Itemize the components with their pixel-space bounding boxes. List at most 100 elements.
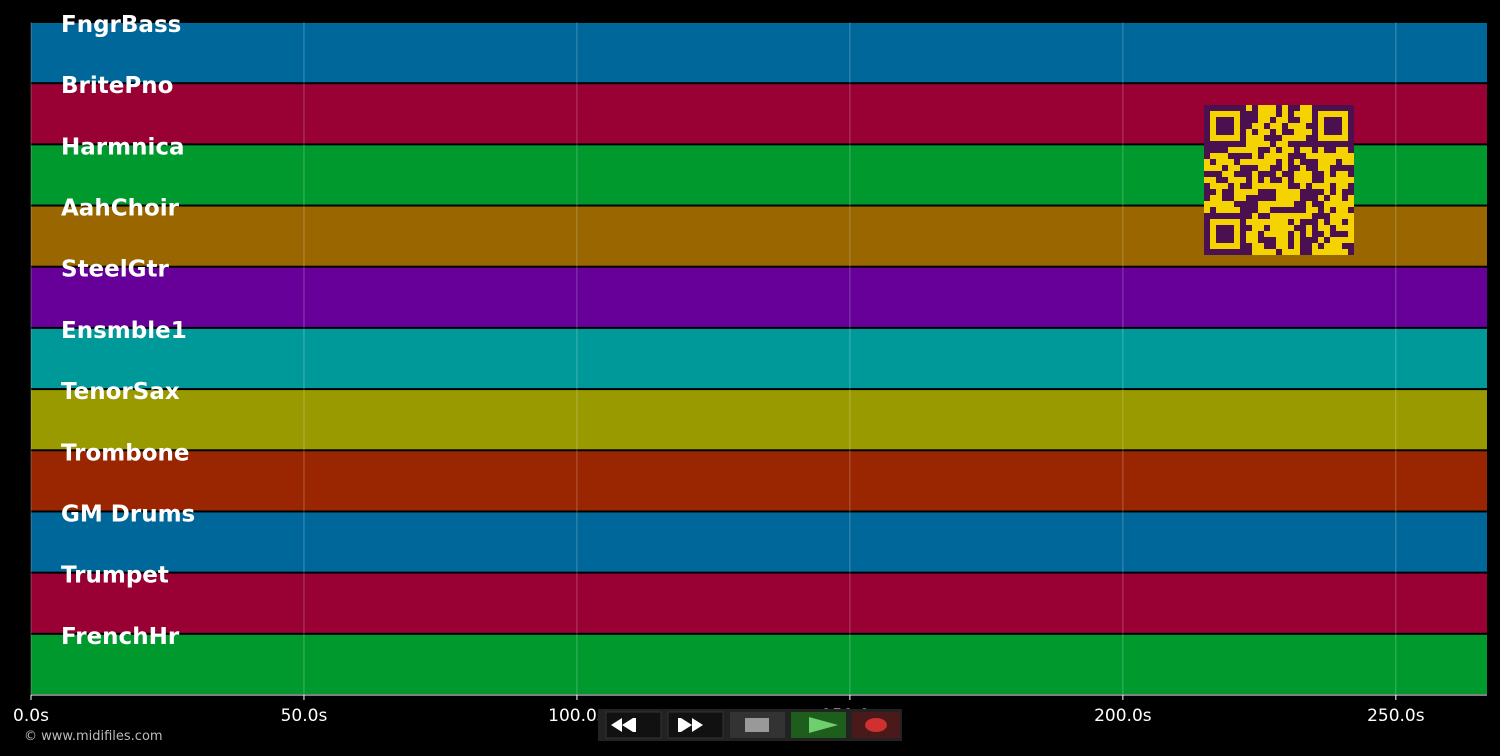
qr-module xyxy=(1342,243,1348,249)
qr-module xyxy=(1342,105,1348,111)
qr-module xyxy=(1216,237,1222,243)
qr-module xyxy=(1222,141,1228,147)
qr-module xyxy=(1324,195,1330,201)
qr-module xyxy=(1294,165,1300,171)
qr-module xyxy=(1204,129,1210,135)
qr-module xyxy=(1294,201,1300,207)
qr-module xyxy=(1330,147,1336,153)
qr-module xyxy=(1336,105,1342,111)
qr-module xyxy=(1204,231,1210,237)
qr-module xyxy=(1288,237,1294,243)
qr-module xyxy=(1252,105,1258,111)
qr-module xyxy=(1306,219,1312,225)
qr-module xyxy=(1234,105,1240,111)
play-button[interactable] xyxy=(791,712,846,738)
qr-module xyxy=(1318,171,1324,177)
qr-module xyxy=(1210,141,1216,147)
qr-module xyxy=(1204,237,1210,243)
qr-module xyxy=(1222,177,1228,183)
qr-module xyxy=(1264,189,1270,195)
qr-module xyxy=(1228,117,1234,123)
qr-module xyxy=(1300,141,1306,147)
qr-module xyxy=(1288,117,1294,123)
rewind-button[interactable] xyxy=(605,711,662,739)
qr-module xyxy=(1336,165,1342,171)
qr-module xyxy=(1300,153,1306,159)
qr-module xyxy=(1312,129,1318,135)
qr-module xyxy=(1348,141,1354,147)
qr-module xyxy=(1318,105,1324,111)
qr-module xyxy=(1246,171,1252,177)
qr-module xyxy=(1204,117,1210,123)
qr-module xyxy=(1204,213,1210,219)
qr-module xyxy=(1318,231,1324,237)
qr-module xyxy=(1240,171,1246,177)
qr-module xyxy=(1276,165,1282,171)
qr-module xyxy=(1342,165,1348,171)
qr-module xyxy=(1258,237,1264,243)
qr-module xyxy=(1240,153,1246,159)
record-button[interactable] xyxy=(852,712,900,738)
forward-button[interactable] xyxy=(667,711,724,739)
qr-module xyxy=(1270,243,1276,249)
qr-module xyxy=(1228,183,1234,189)
qr-module xyxy=(1222,249,1228,255)
qr-module xyxy=(1312,171,1318,177)
qr-module xyxy=(1294,105,1300,111)
qr-module xyxy=(1240,123,1246,129)
qr-module xyxy=(1324,213,1330,219)
qr-module xyxy=(1300,231,1306,237)
qr-module xyxy=(1222,231,1228,237)
qr-module xyxy=(1222,123,1228,129)
qr-module xyxy=(1288,207,1294,213)
qr-module xyxy=(1348,111,1354,117)
qr-module xyxy=(1312,219,1318,225)
qr-module xyxy=(1306,141,1312,147)
qr-module xyxy=(1312,123,1318,129)
qr-module xyxy=(1312,111,1318,117)
qr-module xyxy=(1336,231,1342,237)
track-name: GM Drums xyxy=(61,501,195,527)
qr-module xyxy=(1222,195,1228,201)
qr-module xyxy=(1252,111,1258,117)
qr-module xyxy=(1210,171,1216,177)
qr-module xyxy=(1234,213,1240,219)
track-name: BritePno xyxy=(61,73,173,99)
qr-module xyxy=(1222,225,1228,231)
qr-module xyxy=(1246,177,1252,183)
qr-module xyxy=(1222,213,1228,219)
qr-module xyxy=(1234,249,1240,255)
stop-button[interactable] xyxy=(730,712,785,738)
qr-module xyxy=(1222,147,1228,153)
qr-module xyxy=(1252,195,1258,201)
qr-module xyxy=(1312,147,1318,153)
qr-module xyxy=(1246,213,1252,219)
track-lane xyxy=(31,328,1487,389)
qr-module xyxy=(1240,183,1246,189)
qr-module xyxy=(1300,225,1306,231)
qr-module xyxy=(1246,225,1252,231)
track-name: Ensmble1 xyxy=(61,318,187,344)
qr-module xyxy=(1300,219,1306,225)
track-name: Trumpet xyxy=(61,563,169,589)
qr-module xyxy=(1276,249,1282,255)
qr-module xyxy=(1204,183,1210,189)
qr-module xyxy=(1324,237,1330,243)
qr-module xyxy=(1216,105,1222,111)
qr-module xyxy=(1228,249,1234,255)
x-tick-label: 200.0s xyxy=(1094,706,1152,726)
qr-module xyxy=(1294,153,1300,159)
qr-module xyxy=(1342,195,1348,201)
qr-module xyxy=(1258,213,1264,219)
track-name: FrenchHr xyxy=(61,624,180,650)
qr-module xyxy=(1264,123,1270,129)
qr-module xyxy=(1228,105,1234,111)
x-tick-label: 50.0s xyxy=(281,706,328,726)
qr-module xyxy=(1318,213,1324,219)
qr-module xyxy=(1342,141,1348,147)
qr-module xyxy=(1204,135,1210,141)
qr-module xyxy=(1222,105,1228,111)
track-name: AahChoir xyxy=(61,196,180,222)
qr-module xyxy=(1306,237,1312,243)
qr-module xyxy=(1306,165,1312,171)
